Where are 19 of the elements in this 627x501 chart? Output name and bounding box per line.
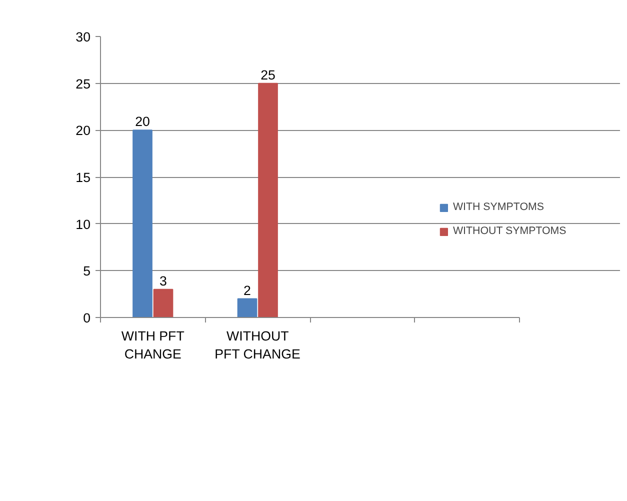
x-tick-label: WITHOUT PFT CHANGE [214,328,300,362]
y-tick-label: 20 [76,123,91,138]
x-tick-label: WITH PFT CHANGE [121,328,184,362]
y-tick-label: 10 [76,216,91,232]
y-tick-label: 15 [76,170,91,185]
bar [237,298,258,318]
bar [132,130,152,318]
data-label: 20 [135,114,150,130]
y-tick-label: 5 [83,264,91,279]
data-label: 25 [260,67,276,82]
legend-label: WITHOUT SYMPTOMS [453,225,566,237]
bar [153,288,174,318]
y-tick-label: 0 [83,310,91,326]
bar [258,82,278,318]
y-tick-label: 30 [76,30,91,44]
y-tick-label: 25 [76,76,91,92]
data-label: 2 [244,282,251,298]
legend-label: WITH SYMPTOMS [453,201,544,213]
data-label: 3 [160,273,167,288]
